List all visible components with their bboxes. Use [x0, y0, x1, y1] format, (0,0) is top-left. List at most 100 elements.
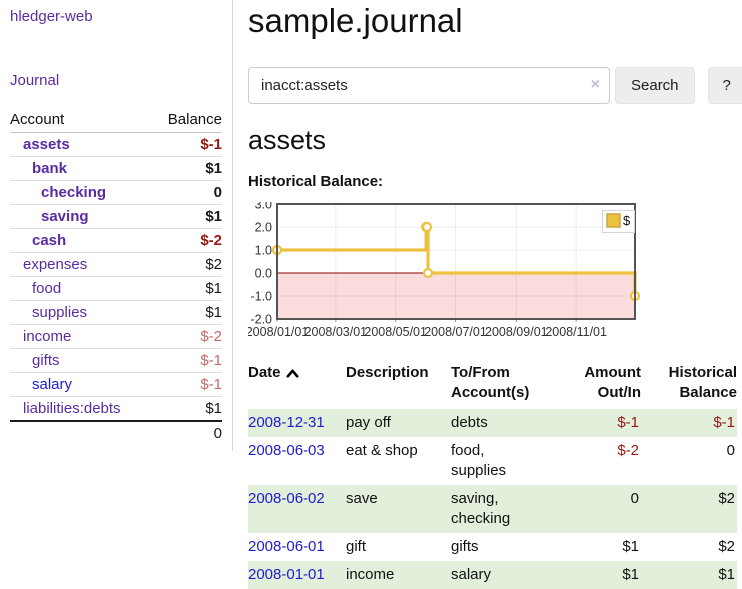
search-bar: × Search ?	[248, 67, 742, 104]
svg-text:-2.0: -2.0	[250, 313, 272, 327]
transaction-balance: $1	[718, 566, 735, 583]
account-row: salary $-1	[10, 372, 222, 397]
svg-text:2008/03/01: 2008/03/01	[305, 325, 368, 339]
transaction-description: eat & shop	[346, 442, 418, 459]
sidebar: hledger-web Journal Account Balance asse…	[0, 0, 233, 451]
account-row: bank $1	[10, 156, 222, 181]
account-balance: $-1	[152, 348, 222, 373]
account-balance: $-2	[152, 324, 222, 349]
register-header-amount: Amount Out/In	[584, 364, 641, 401]
accounts-header-balance: Balance	[152, 108, 222, 133]
account-balance: $2	[152, 252, 222, 277]
transaction-accounts: debts	[451, 414, 488, 431]
transaction-description: save	[346, 490, 378, 507]
sidebar-account-link[interactable]: cash	[32, 232, 67, 249]
sidebar-account-link[interactable]: gifts	[32, 352, 60, 369]
svg-text:2.0: 2.0	[255, 221, 272, 235]
account-row: cash $-2	[10, 228, 222, 253]
svg-text:0.0: 0.0	[255, 267, 272, 281]
svg-text:3.0: 3.0	[255, 202, 272, 212]
transaction-accounts: gifts	[451, 538, 479, 555]
transaction-balance: $2	[718, 490, 735, 507]
transaction-date-link[interactable]: 2008-06-01	[248, 538, 325, 555]
sidebar-account-link[interactable]: food	[32, 280, 62, 297]
accounts-header-account: Account	[10, 108, 153, 133]
app-title-link[interactable]: hledger-web	[10, 8, 93, 25]
sidebar-account-link[interactable]: bank	[32, 160, 68, 177]
transaction-date-link[interactable]: 2008-06-02	[248, 490, 325, 507]
account-row: expenses $2	[10, 252, 222, 277]
sidebar-account-link[interactable]: liabilities:debts	[23, 400, 121, 417]
transaction-date-link[interactable]: 2008-12-31	[248, 414, 325, 431]
account-balance: 0	[152, 180, 222, 205]
svg-text:2008/11/01: 2008/11/01	[545, 325, 607, 339]
svg-text:-1.0: -1.0	[250, 290, 272, 304]
register-row: 2008-12-31 pay off debts $-1 $-1	[248, 409, 737, 437]
register-table: Date Description To/From Account(s) Amoun…	[248, 363, 737, 589]
transaction-amount: $1	[622, 566, 639, 583]
help-button[interactable]: ?	[707, 67, 742, 104]
svg-text:$: $	[623, 213, 631, 228]
transaction-date-link[interactable]: 2008-06-03	[248, 442, 325, 459]
page-title: sample.journal	[248, 2, 463, 39]
svg-text:1.0: 1.0	[255, 244, 272, 258]
transaction-amount: $-2	[617, 442, 639, 459]
search-button[interactable]: Search	[615, 67, 695, 104]
accounts-table-header-row: Account Balance	[10, 108, 222, 133]
svg-text:2008/01/01: 2008/01/01	[248, 325, 308, 339]
register-header-description: Description	[346, 364, 429, 381]
transaction-description: gift	[346, 538, 367, 555]
account-row: checking 0	[10, 180, 222, 205]
sidebar-account-link[interactable]: income	[23, 328, 72, 345]
transaction-accounts: saving, checking	[451, 490, 511, 527]
account-row: gifts $-1	[10, 348, 222, 373]
account-row: food $1	[10, 276, 222, 301]
svg-text:2008/09/01: 2008/09/01	[485, 325, 548, 339]
transaction-accounts: food, supplies	[451, 442, 507, 479]
register-header-date[interactable]: Date	[248, 363, 346, 409]
sidebar-account-link[interactable]: supplies	[32, 304, 88, 321]
account-row: supplies $1	[10, 300, 222, 325]
register-header-balance: Historical Balance	[668, 364, 737, 401]
svg-text:2008/05/01: 2008/05/01	[364, 325, 427, 339]
sidebar-account-link[interactable]: checking	[41, 184, 107, 201]
account-balance: $-2	[152, 228, 222, 253]
transaction-amount: 0	[630, 490, 639, 507]
register-row: 2008-06-01 gift gifts $1 $2	[248, 533, 737, 561]
transaction-amount: $-1	[617, 414, 639, 431]
transaction-description: income	[346, 566, 395, 583]
search-input[interactable]	[248, 67, 610, 104]
main-content: sample.journal × Search ? assets Histori…	[233, 0, 742, 589]
accounts-total-value: 0	[152, 420, 222, 445]
register-row: 2008-06-03 eat & shop food, supplies $-2 0	[248, 437, 737, 485]
account-row: saving $1	[10, 204, 222, 229]
sidebar-account-link[interactable]: assets	[23, 136, 70, 153]
accounts-table: Account Balance assets $-1 bank $1 checking 0…	[10, 108, 222, 445]
sidebar-account-link[interactable]: saving	[41, 208, 89, 225]
svg-text:2008/07/01: 2008/07/01	[424, 325, 487, 339]
register-header-row: Date Description To/From Account(s) Amoun…	[248, 363, 737, 409]
historical-balance-chart: 3.0 2.0 1.0 0.0 -1.0 -2.0 2008/01/01 2008/03/01…	[246, 198, 742, 346]
account-balance: $1	[152, 204, 222, 229]
transaction-accounts: salary	[451, 566, 492, 583]
account-balance: $-1	[152, 372, 222, 397]
transaction-balance: $2	[718, 538, 735, 555]
sort-ascending-icon	[286, 364, 299, 384]
account-row: income $-2	[10, 324, 222, 349]
clear-search-icon[interactable]: ×	[590, 76, 600, 93]
account-balance: $1	[152, 396, 222, 421]
account-balance: $1	[152, 300, 222, 325]
transaction-amount: $1	[622, 538, 639, 555]
transaction-balance: $-1	[713, 414, 735, 431]
accounts-total-row: 0	[10, 420, 222, 445]
sidebar-item-journal[interactable]: Journal	[10, 72, 60, 89]
register-header-accounts: To/From Account(s)	[451, 364, 530, 401]
register-row: 2008-01-01 income salary $1 $1	[248, 561, 737, 589]
account-row: liabilities:debts $1	[10, 396, 222, 421]
sidebar-account-link[interactable]: salary	[32, 376, 73, 393]
transaction-date-link[interactable]: 2008-01-01	[248, 566, 325, 583]
sidebar-account-link[interactable]: expenses	[23, 256, 88, 273]
account-balance: $1	[152, 276, 222, 301]
date-header-label: Date	[248, 364, 281, 381]
